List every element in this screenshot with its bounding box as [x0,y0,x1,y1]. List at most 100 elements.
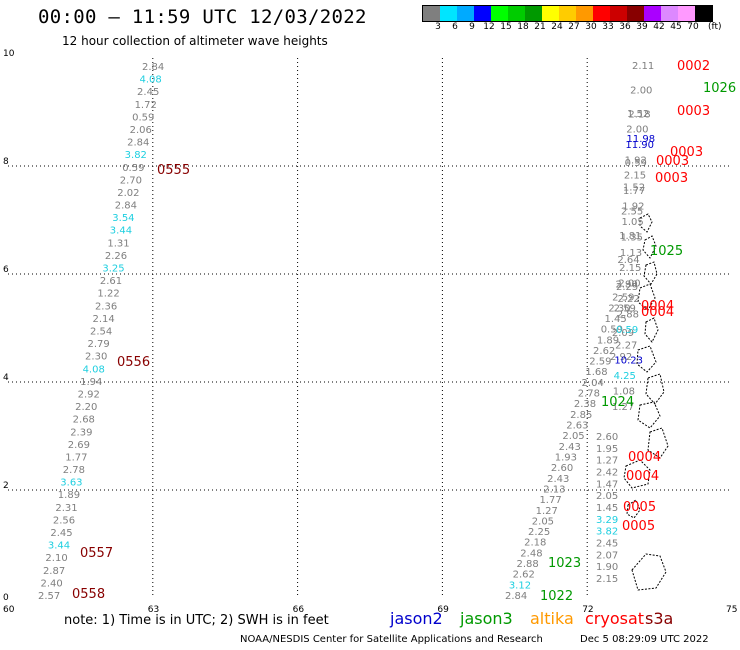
footer-note: note: 1) Time is in UTC; 2) SWH is in fe… [64,613,329,628]
wave-height-value: 2.84 [142,62,164,73]
x-tick-label: 60 [3,605,15,615]
wave-height-value: 2.20 [75,402,97,413]
wave-height-value: 2.09 [612,328,634,339]
wave-height-value: 1.27 [612,402,634,413]
scale-swatch [525,6,542,21]
wave-height-value: 2.87 [43,566,65,577]
wave-height-value: 3.63 [60,478,82,489]
scale-label: 15 [500,22,512,32]
wave-height-value: 3.44 [48,541,70,552]
wave-height-value: 2.40 [40,578,62,589]
pass-id-label: 1022 [540,589,573,604]
scale-label: 21 [534,22,546,32]
wave-height-value: 4.08 [140,75,162,86]
scale-swatch [559,6,576,21]
scale-swatch [423,6,440,21]
wave-height-value: 1.89 [597,335,619,346]
scale-label: 27 [568,22,580,32]
grid-lines [8,58,732,598]
wave-height-value: 2.85 [570,410,592,421]
scale-label: 9 [469,22,475,32]
wave-height-value: 1.45 [605,314,627,325]
scale-label: 33 [602,22,614,32]
wave-height-value: 2.11 [632,61,654,72]
wave-height-value: 3.44 [110,226,132,237]
wave-height-value: 2.15 [624,171,646,182]
legend-jason3: jason3 [460,609,513,628]
wave-height-value: 0.59 [616,325,638,336]
pass-id-label: 0558 [72,587,105,602]
wave-height-value: 2.00 [630,85,652,96]
wave-height-value: 1.52 [623,182,645,193]
wave-height-value: 3.82 [125,150,147,161]
scale-swatch [542,6,559,21]
wave-height-value: 1.77 [623,186,645,197]
wave-height-value: 2.64 [617,255,639,266]
wave-height-value: 2.45 [596,539,618,550]
wave-height-value: 11.98 [627,134,656,145]
x-tick-label: 69 [437,605,449,615]
coastline-islands [623,213,669,591]
wave-height-value: 1.92 [622,202,644,213]
x-tick-label: 63 [148,605,159,615]
x-tick-label: 66 [293,605,305,615]
island-outline [636,345,657,373]
scale-label: 45 [670,22,682,32]
scale-swatch [627,6,644,21]
wave-height-value: 2.18 [628,110,650,121]
scale-swatch [491,6,508,21]
wave-height-value: 0.59 [625,158,647,169]
wave-height-value: 1.22 [97,289,119,300]
scale-swatch [678,6,695,21]
pass-id-label: 0004 [641,299,674,314]
wave-height-value: 2.26 [105,251,127,262]
legend-s3a: s3a [645,609,674,628]
wave-height-value: 1.92 [625,155,647,166]
wave-height-value: 2.10 [45,553,67,564]
island-outline [644,317,659,343]
pass-id-label: 0557 [80,546,113,561]
island-outline [642,235,657,259]
wave-height-value: 2.22 [618,294,640,305]
scale-swatch [593,6,610,21]
scale-label: (ft) [708,22,722,32]
wave-height-value: 0.59 [132,112,154,123]
wave-height-color-scale [422,5,713,22]
scale-label: 39 [636,22,648,32]
wave-height-value: 2.48 [520,548,542,559]
wave-height-value: 1.05 [621,217,643,228]
wave-height-value: 2.07 [596,550,618,561]
wave-height-labels: 2.844.082.451.720.592.062.843.820.592.70… [38,61,655,602]
wave-height-value: 2.00 [618,279,640,290]
island-outline [647,427,669,459]
pass-id-label: 0003 [677,104,710,119]
wave-height-value: 2.06 [130,125,152,136]
wave-height-value: 2.00 [626,124,648,135]
wave-height-value: 2.56 [53,515,75,526]
wave-height-value: 2.68 [73,415,95,426]
wave-height-value: 1.95 [596,444,618,455]
x-tick-label: 75 [726,605,737,615]
y-tick-label: 10 [3,49,15,59]
wave-height-value: 2.54 [90,327,112,338]
wave-height-value: 1.27 [596,456,618,467]
y-tick-label: 6 [3,265,9,275]
pass-id-label: 0003 [670,145,703,160]
wave-height-value: 2.36 [95,301,117,312]
island-outline [626,499,641,519]
wave-height-value: 2.61 [100,276,122,287]
scale-label: 12 [483,22,495,32]
wave-height-value: 2.59 [614,304,636,315]
wave-height-value: 0.59 [122,163,144,174]
wave-height-value: 2.78 [578,389,600,400]
wave-height-value: 2.90 [616,279,638,290]
scale-label: 3 [435,22,441,32]
wave-height-value: 4.25 [614,371,636,382]
page-subtitle: 12 hour collection of altimeter wave hei… [62,34,328,48]
wave-height-value: 10.23 [614,356,643,367]
wave-height-value: 2.43 [559,442,581,453]
y-tick-label: 4 [3,373,9,383]
axis-ticks: 60 63 66 69 72 75 0 2 4 6 8 10 [3,49,737,615]
wave-height-value: 3.29 [596,515,618,526]
wave-height-value: 2.02 [117,188,139,199]
